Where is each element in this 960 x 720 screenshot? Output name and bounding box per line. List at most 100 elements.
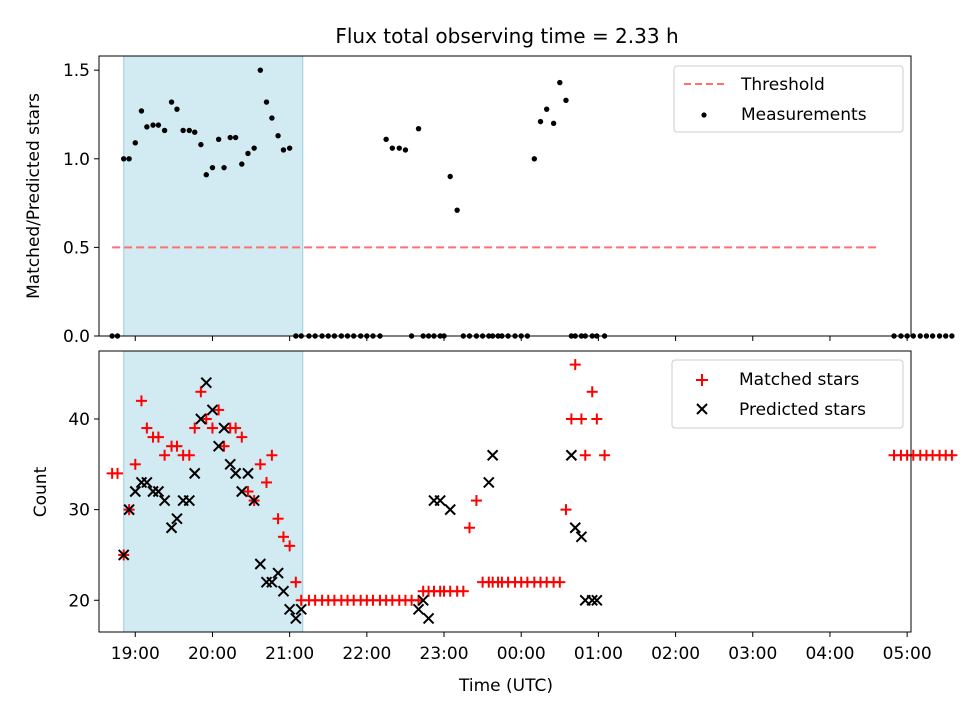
predicted-star-point	[206, 404, 219, 416]
x-tick-label: 01:00	[574, 644, 623, 664]
predicted-star-point	[283, 603, 296, 616]
x-tick-label: 00:00	[497, 644, 546, 664]
count-points	[106, 359, 958, 625]
predicted-star-point	[412, 603, 425, 616]
measurement-point	[402, 147, 409, 153]
measurement-point	[263, 99, 270, 105]
matched-star-point	[284, 540, 296, 552]
predicted-star-point	[444, 503, 456, 516]
measurement-point	[396, 145, 402, 151]
x-tick-label: 22:00	[342, 644, 391, 664]
predicted-star-point	[486, 449, 499, 461]
bottom-shaded-region	[123, 350, 304, 633]
matched-star-point	[189, 422, 201, 434]
matched-star-point	[260, 476, 272, 488]
matched-star-point	[171, 440, 183, 452]
measurement-point	[180, 127, 186, 134]
matched-star-point	[159, 449, 171, 461]
chart-title: Flux total observing time = 2.33 h	[335, 24, 678, 48]
matched-star-point	[129, 458, 141, 470]
x-tick-label: 03:00	[728, 644, 777, 664]
predicted-star-point	[290, 612, 302, 625]
predicted-star-point	[586, 594, 598, 606]
predicted-star-point	[254, 558, 267, 570]
predicted-star-point	[129, 485, 141, 498]
predicted-star-point	[242, 467, 254, 480]
predicted-star-point	[295, 603, 307, 616]
y-tick-label: 40	[68, 410, 90, 430]
legend-predicted-swatch	[696, 403, 708, 415]
y-tick-label: 1.5	[63, 61, 90, 81]
measurement-point	[910, 333, 917, 339]
shaded-interval	[123, 55, 304, 337]
predicted-star-point	[422, 612, 435, 625]
matched-star-point	[272, 513, 284, 525]
measurement-point	[239, 161, 245, 167]
predicted-star-point	[277, 585, 290, 597]
measurement-point	[251, 145, 257, 151]
top-axes-frame	[98, 55, 912, 337]
bottom-legend: Matched stars Predicted stars	[671, 359, 904, 429]
matched-star-point	[591, 413, 603, 425]
predicted-star-point	[248, 494, 260, 507]
x-axis-label: Time (UTC)	[458, 676, 553, 696]
bottom-axes-frame	[98, 350, 912, 633]
predicted-star-point	[565, 449, 578, 461]
measurement-point	[550, 120, 557, 127]
matched-star-point	[290, 576, 302, 588]
matched-star-point	[457, 585, 469, 597]
predicted-star-point	[117, 549, 130, 561]
measurement-point	[232, 134, 239, 141]
legend-matched-label: Matched stars	[739, 370, 859, 390]
measurement-point	[454, 207, 460, 213]
y-tick-label: 30	[68, 501, 90, 521]
x-tick-label: 23:00	[420, 644, 469, 664]
predicted-star-point	[189, 467, 201, 480]
measurement-point	[286, 145, 293, 151]
measurement-point	[543, 106, 550, 112]
matched-star-point	[277, 531, 289, 543]
x-tick-label: 05:00	[883, 644, 932, 664]
count-panel: 20 30 40 19:00 20:00 21:00 22:00 23:00 00:00 01:…	[31, 350, 958, 696]
measurement-point	[209, 164, 216, 171]
predicted-star-point	[236, 485, 248, 498]
predicted-star-point	[195, 413, 207, 425]
matched-star-point	[946, 449, 958, 461]
measurement-point	[144, 124, 150, 130]
predicted-star-point	[575, 531, 588, 543]
matched-star-point	[586, 386, 598, 398]
matched-star-point	[569, 359, 581, 371]
matched-star-point	[206, 422, 218, 434]
measurement-point	[275, 133, 281, 139]
predicted-star-point	[158, 494, 171, 507]
measurement-point	[280, 147, 287, 153]
matched-star-point	[565, 413, 577, 425]
measurement-point	[415, 125, 422, 132]
predicted-star-point	[483, 476, 495, 489]
matched-star-point	[575, 413, 587, 425]
matched-star-point	[463, 522, 475, 534]
measurement-point	[120, 156, 127, 162]
measurement-point	[203, 172, 209, 178]
predicted-star-point	[591, 594, 603, 606]
measurement-point	[138, 108, 145, 114]
matched-star-point	[141, 422, 153, 434]
predicted-star-point	[229, 467, 242, 480]
measurement-point	[126, 156, 132, 162]
matched-star-point	[183, 449, 195, 461]
measurement-point	[557, 79, 563, 86]
matched-star-point	[242, 486, 254, 497]
measurement-point	[155, 122, 162, 128]
matched-star-point	[112, 467, 124, 479]
predicted-star-point	[218, 422, 230, 434]
measurement-point	[563, 97, 569, 104]
top-legend: Threshold Measurements	[673, 65, 904, 133]
measurement-point	[215, 136, 222, 142]
x-tick-label: 19:00	[111, 644, 160, 664]
legend-predicted-label: Predicted stars	[739, 400, 866, 420]
measurement-point	[245, 150, 251, 157]
matched-star-point	[218, 440, 230, 452]
top-y-ticks: 0.0 0.5 1.0 1.5	[63, 61, 99, 347]
top-x-ticks	[134, 336, 908, 341]
measurement-point	[198, 141, 204, 148]
